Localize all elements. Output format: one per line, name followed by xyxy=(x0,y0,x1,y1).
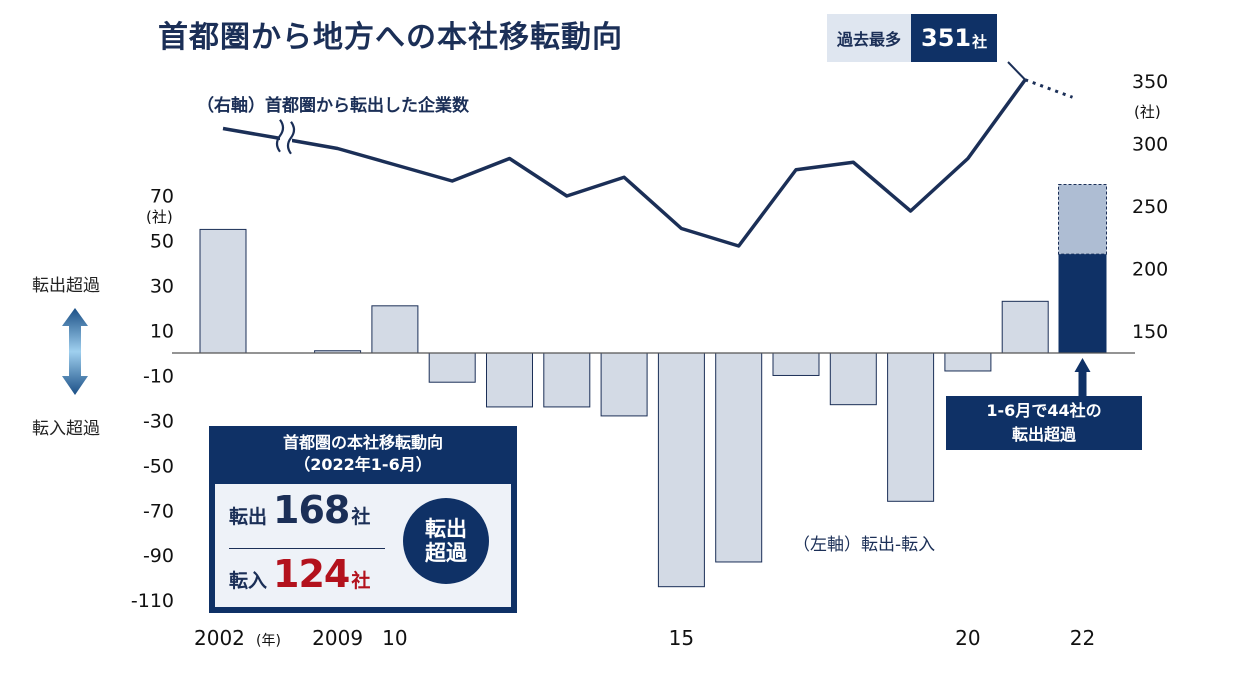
bar-2022-projected xyxy=(1058,183,1107,255)
right-tick-250: 250 xyxy=(1132,196,1168,218)
axis-break-mark-1 xyxy=(275,119,285,153)
bar-2015 xyxy=(657,352,705,588)
summary-inflow-value: 124 xyxy=(273,552,350,596)
left-tick-50: 50 xyxy=(150,231,174,253)
x-tick-2002: 2002 xyxy=(194,626,245,650)
bar-2017 xyxy=(772,352,820,376)
right-tick-300: 300 xyxy=(1132,134,1168,156)
bar-2018 xyxy=(829,352,877,406)
right-tick-150: 150 xyxy=(1132,321,1168,343)
summary-title-2: （2022年1-6月） xyxy=(294,455,432,474)
summary-panel: 転出 168 社 転入 124 社 転出 超過 xyxy=(215,484,511,607)
bar-2022-h1 xyxy=(1058,254,1107,353)
left-tick-70: 70 xyxy=(150,186,174,208)
left-tick--30: -30 xyxy=(143,410,174,432)
note-line1: 1-6月で44社の xyxy=(986,401,1102,420)
note-pointer-arrow xyxy=(1074,358,1091,396)
right-axis-unit: (社) xyxy=(1134,103,1161,121)
summary-outflow-value: 168 xyxy=(273,488,350,532)
bar-2013 xyxy=(543,352,591,408)
inflow-excess-label: 転入超過 xyxy=(32,419,100,439)
x-tick-10: 10 xyxy=(382,626,407,650)
summary-divider xyxy=(229,548,385,549)
left-tick--50: -50 xyxy=(143,455,174,477)
right-tick-350: 350 xyxy=(1132,71,1168,93)
summary-outflow-row: 転出 168 社 xyxy=(229,488,370,532)
bar-2016 xyxy=(715,352,763,563)
bar-2012 xyxy=(486,352,533,408)
note-line2: 転出超過 xyxy=(1011,425,1076,444)
page-title: 首都圏から地方への本社移転動向 xyxy=(158,20,623,55)
summary-title-1: 首都圏の本社移転動向 xyxy=(282,433,443,452)
summary-outflow-label: 転出 xyxy=(229,506,268,528)
bar-2014 xyxy=(600,352,648,417)
bar-2002 xyxy=(199,228,247,354)
left-axis-unit: (社) xyxy=(146,208,173,226)
peak-badge-unit: 社 xyxy=(972,32,988,51)
x-tick-20: 20 xyxy=(955,626,980,650)
bar-2021 xyxy=(1001,300,1049,354)
summary-badge-line1: 転出 xyxy=(425,517,467,541)
left-tick--70: -70 xyxy=(143,500,174,522)
peak-pointer-line xyxy=(1007,61,1026,81)
outflow-excess-label: 転出超過 xyxy=(32,276,100,296)
series-line-projection xyxy=(1024,78,1074,99)
double-arrow-icon xyxy=(62,308,88,395)
peak-badge: 過去最多 351 社 xyxy=(827,14,998,62)
right-tick-200: 200 xyxy=(1132,259,1168,281)
axis-break-mark-2 xyxy=(286,121,296,155)
bar-2011 xyxy=(428,352,476,383)
series-line-outflow-companies xyxy=(222,78,1027,248)
peak-badge-number: 351 xyxy=(921,24,972,52)
series-label-line: （右軸）首都圏から転出した企業数 xyxy=(197,95,470,116)
x-tick-(年): (年) xyxy=(256,633,281,649)
summary-inflow-label: 転入 xyxy=(229,570,268,592)
left-tick--110: -110 xyxy=(131,590,174,612)
x-tick-15: 15 xyxy=(669,626,694,650)
peak-badge-label: 過去最多 xyxy=(827,14,912,62)
h1-note-box: 1-6月で44社の 転出超過 xyxy=(946,396,1142,450)
summary-outflow-excess-badge: 転出 超過 xyxy=(403,498,489,584)
peak-badge-value: 351 社 xyxy=(911,14,998,62)
summary-outflow-unit: 社 xyxy=(351,506,371,528)
left-tick--10: -10 xyxy=(143,365,174,387)
x-tick-2009: 2009 xyxy=(312,626,363,650)
summary-inflow-unit: 社 xyxy=(351,570,371,592)
summary-inflow-row: 転入 124 社 xyxy=(229,552,370,596)
summary-box: 首都圏の本社移転動向 （2022年1-6月） 転出 168 社 転入 124 社… xyxy=(209,426,517,613)
left-tick--90: -90 xyxy=(143,545,174,567)
bar-2020 xyxy=(944,352,992,372)
summary-badge-line2: 超過 xyxy=(425,541,467,565)
bar-2019 xyxy=(887,352,935,502)
series-label-bars: （左軸）転出-転入 xyxy=(793,535,935,555)
x-tick-22: 22 xyxy=(1070,626,1095,650)
left-tick-10: 10 xyxy=(150,321,174,343)
bar-2010 xyxy=(371,305,419,354)
left-tick-30: 30 xyxy=(150,276,174,298)
